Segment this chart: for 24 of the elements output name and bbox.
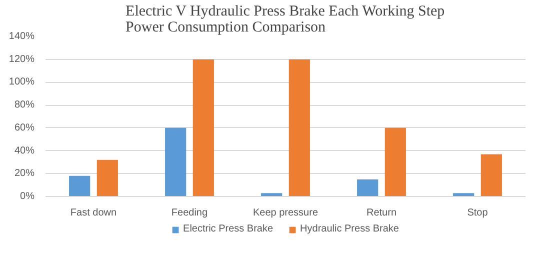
x-tick-label: Fast down	[70, 208, 117, 218]
y-tick-label: 40%	[14, 145, 35, 156]
y-tick-label: 140%	[8, 31, 35, 42]
bar	[288, 59, 310, 196]
y-tick-label: 60%	[14, 122, 35, 134]
chart-title: Electric V Hydraulic Press Brake Each Working Step Power Consumption Comparison	[126, 4, 445, 36]
bar	[96, 160, 118, 196]
bar	[69, 176, 90, 196]
bar	[357, 179, 378, 196]
bar	[165, 128, 186, 196]
x-tick-label: Keep pressure	[252, 208, 318, 218]
y-tick-label: 120%	[8, 54, 35, 65]
y-tick-label: 0%	[20, 191, 35, 202]
x-tick-label: Stop	[467, 208, 488, 218]
legend-label: Electric Press Brake	[183, 224, 274, 234]
bar	[192, 59, 214, 196]
y-tick-label: 80%	[14, 100, 35, 111]
bar	[480, 154, 502, 196]
x-tick-label: Return	[366, 208, 397, 218]
bar	[384, 128, 406, 196]
legend-label: Hydraulic Press Brake	[300, 224, 399, 234]
y-tick-label: 20%	[14, 168, 35, 180]
x-tick-label: Feeding	[171, 208, 208, 218]
y-tick-label: 100%	[8, 76, 35, 88]
